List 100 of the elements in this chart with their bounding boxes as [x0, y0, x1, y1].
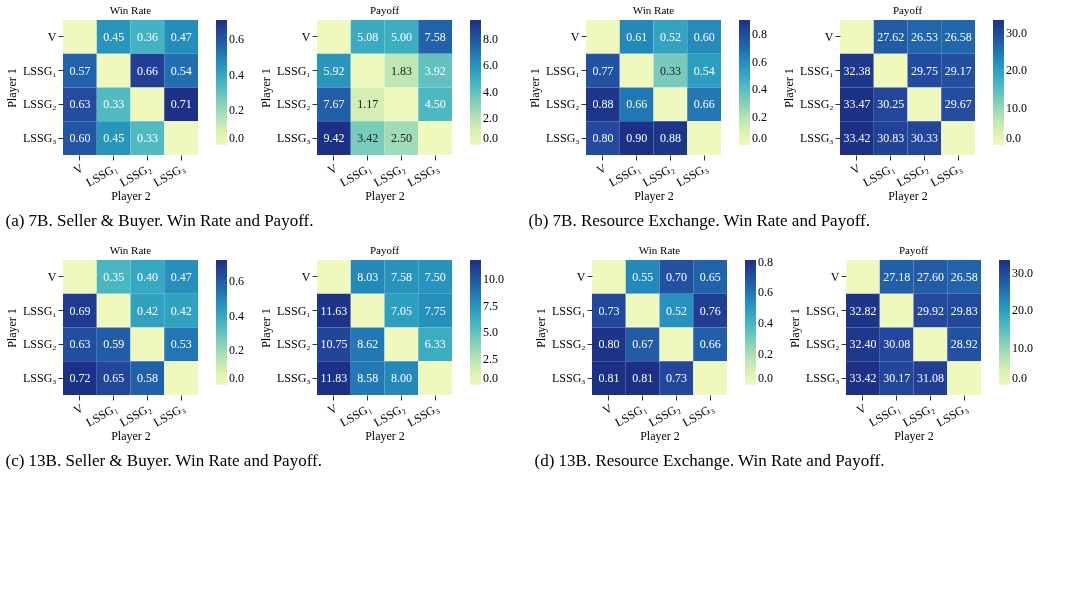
color-bar-label: 0.0 — [229, 131, 244, 145]
chart-title: Payoff — [898, 244, 929, 256]
data-label: 11.63 — [320, 303, 348, 318]
x-axis-title: Player 2 — [111, 188, 151, 203]
data-label: 28.92 — [950, 337, 978, 352]
y-axis-title: Player 1 — [4, 308, 19, 348]
chart-title: Payoff — [369, 4, 400, 16]
y-tick-label: LSSG₂ — [805, 337, 840, 352]
data-label: 29.92 — [916, 303, 944, 318]
data-label: 0.76 — [699, 303, 721, 318]
data-label: 33.42 — [849, 371, 877, 386]
y-tick-label: LSSG₁ — [545, 63, 580, 78]
x-axis-title: Player 2 — [894, 428, 934, 443]
y-tick-label: LSSG₃ — [551, 371, 586, 386]
text: (d) 13B. Resource Exchange. Win Rate and Payoff. — [534, 451, 885, 471]
y-tick-label: LSSG₁ — [799, 63, 834, 78]
x-tick-label: V — [600, 400, 616, 418]
x-axis-title: Player 2 — [634, 188, 674, 203]
data-label: 0.54 — [170, 63, 192, 78]
color-bar-label: 10.0 — [483, 272, 504, 287]
color-bar-label: 0.6 — [758, 285, 773, 300]
data-label: 7.67 — [323, 97, 345, 112]
data-label: 0.57 — [69, 63, 91, 78]
data-label: 33.42 — [843, 131, 871, 146]
color-bar-label: 10.0 — [1012, 340, 1033, 355]
data-label: 0.58 — [136, 371, 158, 386]
data-label: 0.42 — [170, 303, 192, 318]
data-label: 1.17 — [357, 97, 379, 112]
data-label: 0.35 — [103, 269, 125, 284]
x-tick-label: V — [594, 160, 610, 178]
data-label: 26.53 — [910, 29, 938, 44]
x-axis-title: Player 2 — [111, 428, 151, 443]
data-label: 0.52 — [659, 29, 681, 44]
data-label: 0.42 — [136, 303, 158, 318]
data-label: 2.50 — [390, 131, 412, 146]
data-label: 0.66 — [693, 97, 715, 112]
data-label: 29.17 — [944, 63, 972, 78]
data-label: 0.60 — [69, 131, 91, 146]
data-label: 8.03 — [357, 269, 379, 284]
data-label: 8.62 — [357, 337, 379, 352]
color-bar-label: 0.6 — [229, 273, 244, 288]
data-label: 3.92 — [424, 63, 446, 78]
x-axis-title: Player 2 — [365, 428, 405, 443]
y-tick-label: V — [47, 269, 57, 284]
x-tick-label: V — [71, 160, 87, 178]
data-label: 0.55 — [632, 269, 654, 284]
x-tick-label: V — [71, 400, 87, 418]
data-label: 0.40 — [136, 269, 158, 284]
color-bar-label: 0.0 — [483, 371, 498, 385]
data-label: 1.83 — [390, 63, 412, 78]
data-label: 27.62 — [877, 29, 905, 44]
data-label: 0.45 — [103, 131, 125, 146]
data-label: 0.61 — [626, 29, 648, 44]
y-tick-label: V — [830, 269, 840, 284]
data-label: 7.58 — [390, 269, 412, 284]
data-label: 6.33 — [424, 337, 446, 352]
data-label: 0.33 — [103, 97, 125, 112]
color-bar-label: 0.0 — [1012, 371, 1027, 385]
data-label: 0.88 — [659, 131, 681, 146]
data-label: 0.53 — [170, 337, 192, 352]
color-bar-label: 0.4 — [758, 316, 773, 331]
y-tick-label: LSSG₁ — [551, 303, 586, 318]
color-bar-label: 2.0 — [483, 111, 498, 126]
color-bar-label: 2.5 — [483, 351, 498, 366]
y-tick-label: V — [576, 269, 586, 284]
data-label: 8.00 — [390, 371, 412, 386]
data-label: 30.08 — [883, 337, 911, 352]
data-label: 0.52 — [665, 303, 687, 318]
data-label: 0.81 — [632, 371, 654, 386]
y-tick-label: LSSG₂ — [799, 97, 834, 112]
y-tick-label: LSSG₁ — [805, 303, 840, 318]
data-label: 0.88 — [592, 97, 614, 112]
data-label: 0.65 — [699, 269, 721, 284]
data-label: 0.69 — [69, 303, 91, 318]
y-axis-title: Player 1 — [258, 308, 273, 348]
y-axis-title: Player 1 — [527, 68, 542, 108]
color-bar-label: 30.0 — [1006, 25, 1027, 40]
data-label: 0.80 — [592, 131, 614, 146]
data-label: 4.50 — [424, 97, 446, 112]
data-label: 0.47 — [170, 29, 192, 44]
color-bar-label: 0.6 — [752, 54, 767, 69]
y-tick-label: LSSG₃ — [799, 131, 834, 146]
y-tick-label: LSSG₃ — [545, 131, 580, 146]
chart-title: Win Rate — [109, 4, 152, 16]
data-label: 29.75 — [910, 63, 938, 78]
chart-title: Win Rate — [638, 244, 681, 256]
data-label: 9.42 — [323, 131, 345, 146]
data-label: 0.33 — [659, 63, 681, 78]
data-label: 5.08 — [357, 29, 379, 44]
color-bar-label: 0.0 — [483, 131, 498, 145]
chart-title: Payoff — [369, 244, 400, 256]
y-tick-label: V — [301, 269, 311, 284]
data-label: 0.71 — [170, 97, 192, 112]
color-bar-label: 20.0 — [1006, 63, 1027, 78]
data-label: 0.63 — [69, 97, 91, 112]
y-tick-label: V — [301, 29, 311, 44]
data-label: 0.77 — [592, 63, 614, 78]
color-bar-label: 30.0 — [1012, 265, 1033, 280]
color-bar-label: 5.0 — [483, 325, 498, 340]
data-label: 0.67 — [632, 337, 654, 352]
